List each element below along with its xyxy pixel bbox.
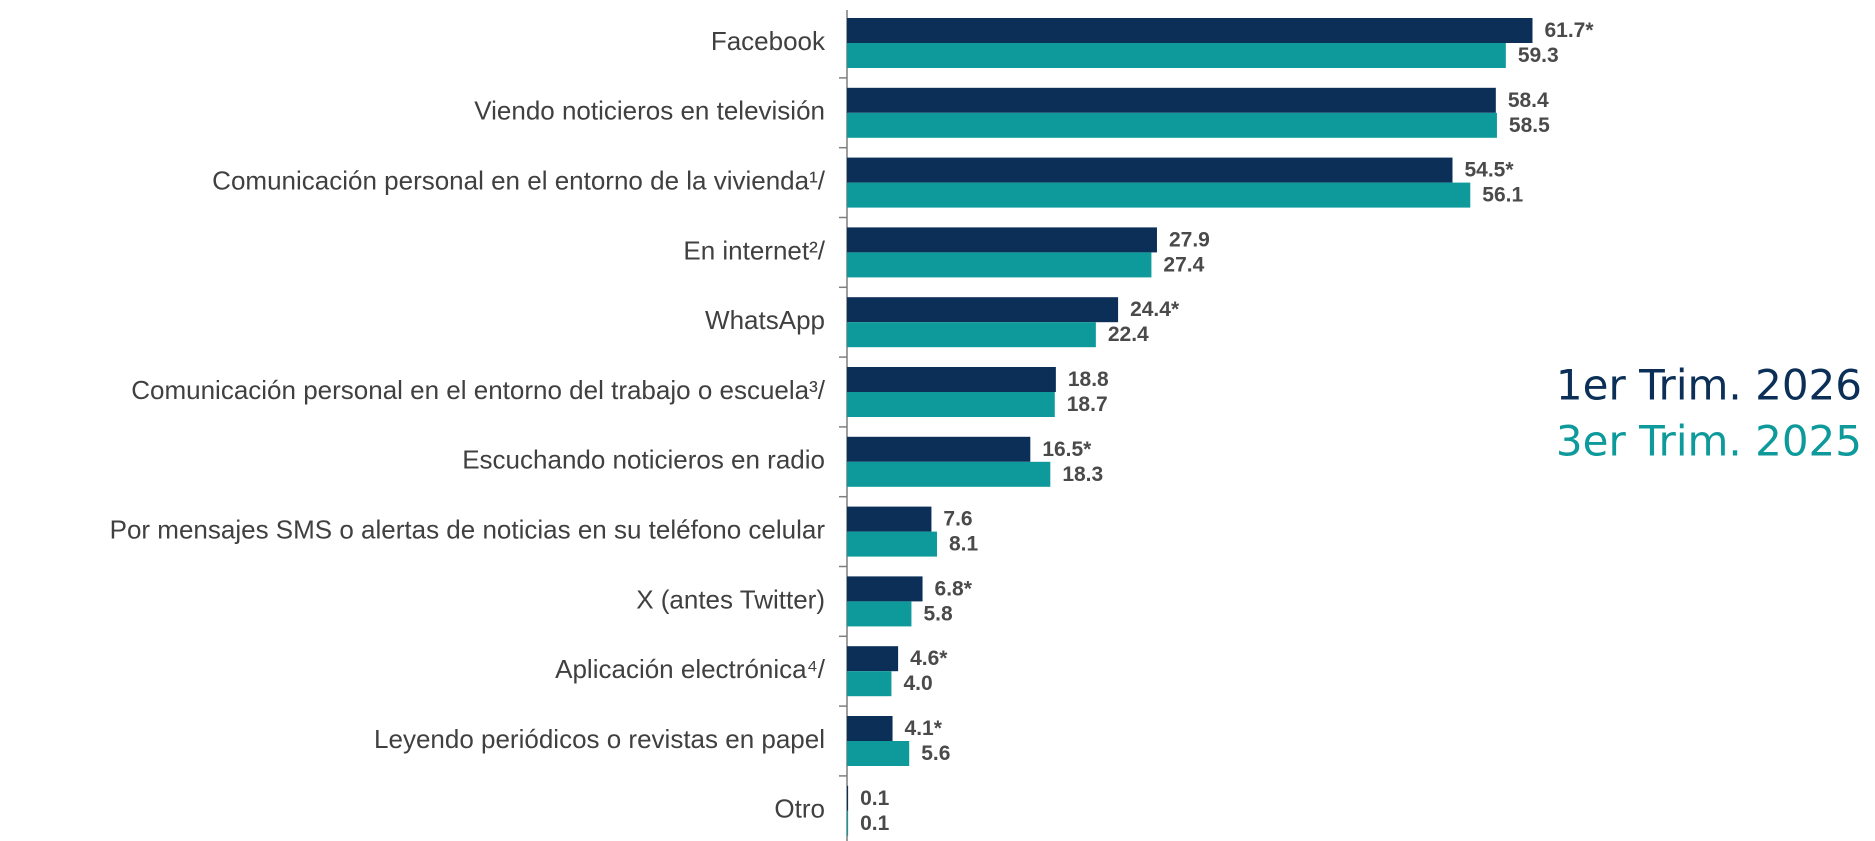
value-label: 24.4* <box>1130 298 1180 321</box>
value-label: 16.5* <box>1042 438 1092 461</box>
category-label: En internet²/ <box>683 235 825 265</box>
value-label: 5.8 <box>923 602 953 625</box>
category-label: Aplicación electrónica⁴/ <box>555 654 826 684</box>
bar <box>847 157 1453 183</box>
category-label: Comunicación personal en el entorno del … <box>131 375 826 405</box>
value-label: 6.8* <box>935 577 973 600</box>
bar <box>847 43 1506 68</box>
legend-label: 1er Trim. 2026 <box>1556 361 1862 410</box>
bar <box>847 367 1056 392</box>
bar <box>847 436 1031 462</box>
bar <box>847 87 1496 113</box>
category-label: Viendo noticieros en televisión <box>474 96 825 126</box>
category-label: Otro <box>774 794 825 824</box>
bar <box>847 646 899 672</box>
bar <box>847 506 932 532</box>
bar <box>847 252 1152 278</box>
value-label: 4.0 <box>903 672 932 695</box>
bar <box>847 461 1051 487</box>
value-label: 18.8 <box>1068 368 1109 391</box>
bar <box>847 576 923 602</box>
category-label: Facebook <box>711 26 826 56</box>
value-label: 4.6* <box>910 647 948 670</box>
category-label: Escuchando noticieros en radio <box>462 445 825 475</box>
value-label: 59.3 <box>1518 44 1559 67</box>
value-label: 58.4 <box>1508 89 1549 112</box>
value-label: 61.7* <box>1544 19 1594 42</box>
value-label: 27.4 <box>1163 253 1204 276</box>
value-label: 54.5* <box>1464 159 1514 182</box>
bar <box>847 716 893 741</box>
value-label: 18.7 <box>1067 393 1108 416</box>
value-label: 0.1 <box>860 787 890 810</box>
category-label: Leyendo periódicos o revistas en papel <box>374 724 825 754</box>
category-label: WhatsApp <box>705 305 825 335</box>
category-label: Comunicación personal en el entorno de l… <box>212 165 826 195</box>
bar <box>847 322 1096 348</box>
category-label: X (antes Twitter) <box>636 584 825 614</box>
bar <box>847 112 1497 138</box>
bar <box>847 785 849 811</box>
bar <box>847 531 937 557</box>
value-label: 4.1* <box>905 717 943 740</box>
value-label: 56.1 <box>1482 184 1523 207</box>
bar <box>847 671 892 697</box>
value-label: 27.9 <box>1169 228 1210 251</box>
bar <box>847 297 1119 323</box>
value-label: 0.1 <box>860 812 890 835</box>
bar <box>847 18 1533 43</box>
value-label: 7.6 <box>943 508 972 531</box>
bar <box>847 741 910 766</box>
value-label: 8.1 <box>949 533 979 556</box>
bar <box>847 601 912 627</box>
value-label: 18.3 <box>1062 463 1103 486</box>
bar <box>847 227 1157 253</box>
value-label: 22.4 <box>1108 323 1149 346</box>
bar <box>847 182 1471 208</box>
legend-label: 3er Trim. 2025 <box>1556 417 1862 466</box>
value-label: 58.5 <box>1509 114 1550 137</box>
value-label: 5.6 <box>921 742 950 765</box>
category-label: Por mensajes SMS o alertas de noticias e… <box>110 514 826 544</box>
bar <box>847 392 1055 417</box>
bar <box>847 810 849 836</box>
